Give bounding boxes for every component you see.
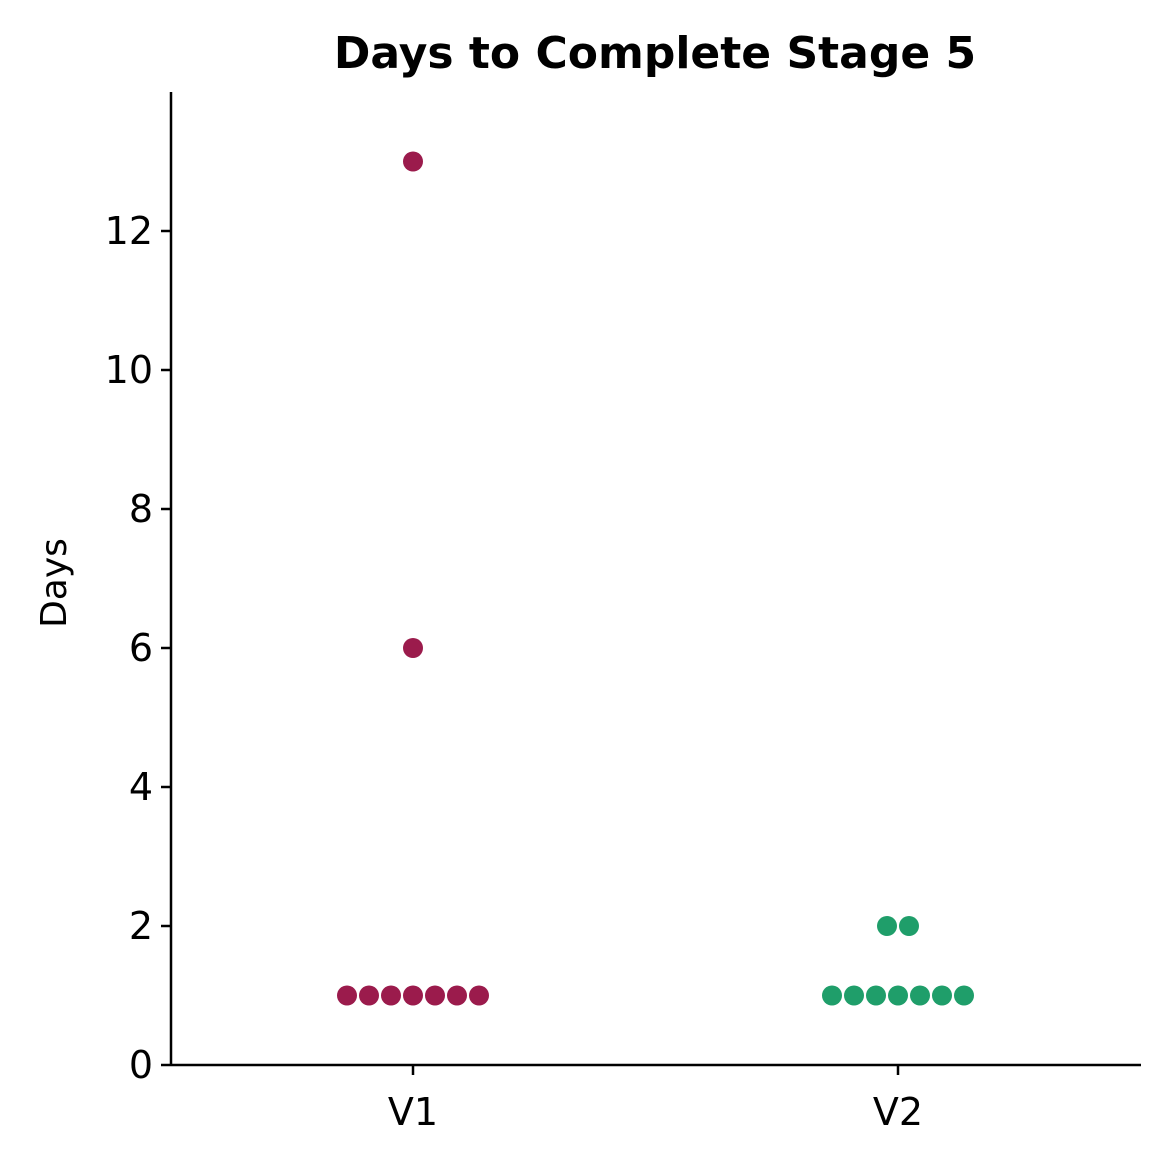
- chart-title: Days to Complete Stage 5: [334, 28, 976, 79]
- data-point-v1: [425, 985, 445, 1006]
- data-point-v1: [403, 985, 423, 1006]
- y-tick-label: 6: [129, 626, 153, 670]
- y-axis-ticks: 0 2 4 6 8 10 12: [105, 209, 171, 1087]
- data-point-v2: [910, 985, 930, 1006]
- y-tick-label: 2: [129, 904, 153, 948]
- data-point-v2: [954, 985, 974, 1006]
- x-tick-label: V2: [873, 1090, 923, 1134]
- y-tick-label: 0: [129, 1043, 153, 1087]
- data-point-v2: [822, 985, 842, 1006]
- data-point-v2: [844, 985, 864, 1006]
- data-point-v2: [866, 985, 886, 1006]
- y-tick-label: 12: [105, 209, 153, 253]
- data-point-v2: [877, 916, 897, 936]
- data-point-v1: [381, 985, 401, 1006]
- data-point-v1: [469, 985, 489, 1006]
- data-point-v1: [337, 985, 357, 1006]
- y-axis-label: Days: [34, 538, 75, 628]
- data-point-v1: [447, 985, 467, 1006]
- data-point-v1: [359, 985, 379, 1006]
- x-tick-label: V1: [388, 1090, 438, 1134]
- y-tick-label: 4: [129, 765, 153, 809]
- data-points: [337, 151, 974, 1006]
- data-point-v1: [403, 638, 423, 658]
- y-tick-label: 8: [129, 487, 153, 531]
- data-point-v1: [403, 151, 423, 172]
- data-point-v2: [899, 916, 919, 936]
- data-point-v2: [932, 985, 952, 1006]
- data-point-v2: [888, 985, 908, 1006]
- y-tick-label: 10: [105, 348, 153, 392]
- x-axis-ticks: V1 V2: [388, 1065, 923, 1134]
